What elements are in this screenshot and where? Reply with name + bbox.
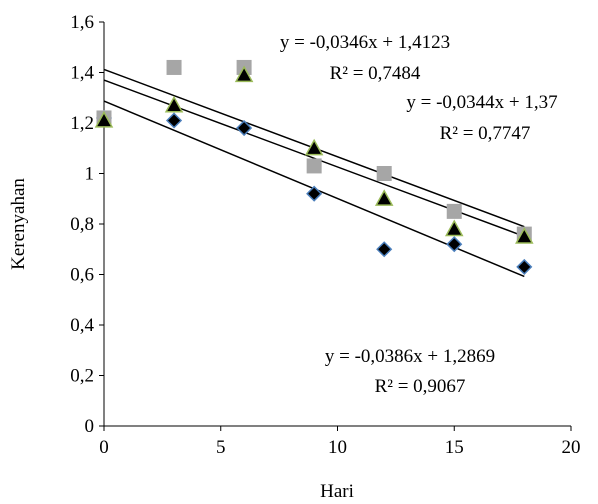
y-tick-label: 1,4 (70, 63, 94, 84)
x-tick-label: 0 (99, 437, 109, 458)
series-2-point (446, 203, 462, 219)
x-tick-label: 15 (445, 437, 464, 458)
y-tick-label: 0 (85, 416, 95, 437)
trend-equation-2: y = -0,0344x + 1,37 (406, 92, 557, 113)
series-2-point (306, 158, 322, 174)
y-tick-label: 0,8 (70, 214, 94, 235)
series-1-point (376, 241, 393, 258)
x-axis-title: Hari (320, 481, 354, 502)
x-ticks: 0 5 10 15 20 (99, 426, 581, 458)
x-tick-label: 5 (216, 437, 226, 458)
series-1-point (236, 119, 253, 137)
series-3-point (304, 138, 324, 156)
x-tick-label: 10 (328, 437, 347, 458)
trend-equation-1: y = -0,0346x + 1,4123 (280, 32, 450, 53)
series-3-point (234, 65, 254, 83)
y-ticks: 0 0,2 0,4 0,6 0,8 1 1,2 1,4 1,6 (70, 12, 104, 437)
trend-r2-3: R² = 0,9067 (375, 376, 466, 397)
trend-r2-2: R² = 0,7747 (440, 123, 531, 144)
y-tick-label: 0,2 (70, 366, 94, 387)
series-1-point (446, 236, 463, 253)
trend-equation-3: y = -0,0386x + 1,2869 (325, 346, 495, 367)
y-tick-label: 0,6 (70, 265, 94, 286)
x-tick-label: 20 (562, 437, 581, 458)
series-1-point (306, 185, 323, 202)
series-3-point (94, 110, 114, 128)
series-1-point (165, 112, 183, 129)
series-1-point (516, 258, 533, 275)
trend-r2-1: R² = 0,7484 (330, 63, 421, 84)
y-tick-label: 0,4 (70, 315, 94, 336)
series-2-point (166, 59, 182, 75)
series-3-point (164, 95, 184, 113)
y-tick-label: 1,6 (70, 12, 94, 33)
y-axis-title: Kerenyahan (8, 178, 29, 270)
series-3-point (374, 189, 394, 206)
y-tick-label: 1,2 (70, 113, 94, 134)
series-3-point (444, 219, 464, 237)
series-2-point (376, 166, 392, 181)
y-tick-label: 1 (85, 164, 95, 185)
data-points (94, 59, 534, 275)
series-3-point (515, 227, 534, 244)
